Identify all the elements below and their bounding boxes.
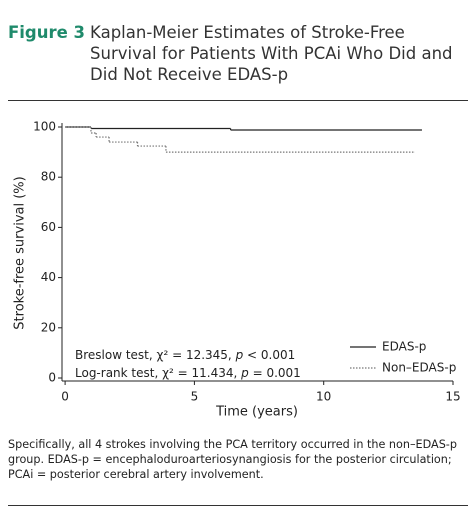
annotation-part: = 0.001	[249, 366, 301, 380]
annotation: Log-rank test, χ² = 11.434, p = 0.001	[75, 366, 301, 380]
annotation: Breslow test, χ² = 12.345, p < 0.001	[75, 348, 295, 362]
y-axis-label: Stroke-free survival (%)	[13, 176, 28, 329]
y-tick-label: 80	[41, 170, 56, 184]
x-tick-label: 10	[316, 390, 331, 404]
y-tick-label: 20	[41, 320, 56, 334]
y-tick-label: 0	[48, 371, 56, 385]
x-tick-label: 0	[61, 390, 69, 404]
y-tick-label: 40	[41, 270, 56, 284]
x-axis-label: Time (years)	[215, 405, 298, 420]
annotation-part: p	[240, 366, 249, 380]
separator	[8, 505, 468, 506]
legend-label: Non–EDAS-p	[382, 361, 456, 375]
x-tick-label: 15	[445, 390, 460, 404]
annotation-part: < 0.001	[243, 348, 295, 362]
caption: Specifically, all 4 strokes involving th…	[8, 438, 457, 481]
figure-heading: Figure 3 Kaplan-Meier Estimates of Strok…	[8, 22, 470, 85]
chart-title: Kaplan-Meier Estimates of Stroke-Free Su…	[90, 23, 453, 84]
legend-label: EDAS-p	[382, 340, 426, 354]
x-tick-label: 5	[191, 390, 199, 404]
figure-label: Figure 3	[8, 23, 86, 42]
annotation-part: Log-rank test, χ² = 11.434,	[75, 366, 241, 380]
y-tick-label: 60	[41, 220, 56, 234]
separator	[8, 100, 468, 101]
y-tick-label: 100	[33, 120, 56, 134]
chart: Stroke-free survival (%) Time (years) 0 2…	[13, 120, 461, 420]
annotation-part: Breslow test, χ² = 12.345,	[75, 348, 236, 362]
annotation-part: p	[235, 348, 244, 362]
